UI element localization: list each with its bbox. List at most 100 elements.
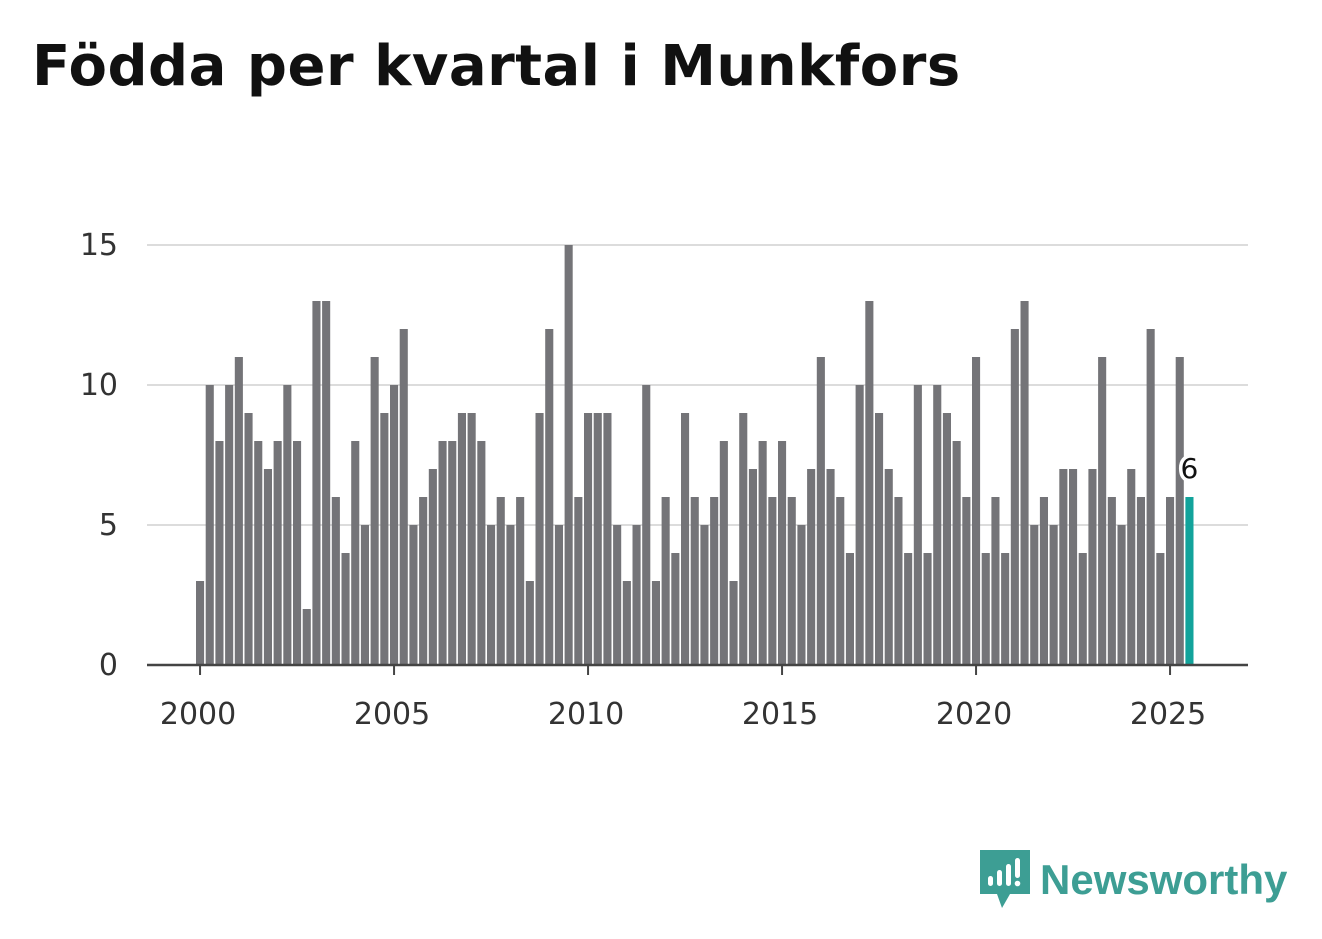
bar [263,469,272,665]
bar [457,413,466,665]
bar [845,553,854,665]
bar [467,413,476,665]
bar [351,441,360,665]
bar [506,525,515,665]
bar [778,441,787,665]
newsworthy-logo[interactable]: Newsworthy [980,850,1287,910]
bar [991,497,1000,665]
bar [1166,497,1175,665]
bar [419,497,428,665]
bar [661,497,670,665]
bar [380,413,389,665]
bar [399,329,408,665]
bar [1136,497,1145,665]
bar [215,441,224,665]
bar [894,497,903,665]
bar [972,357,981,665]
bar [273,441,282,665]
bar [622,581,631,665]
bar [651,581,660,665]
bar [875,413,884,665]
brand-name: Newsworthy [1040,856,1288,903]
bar [1010,329,1019,665]
newsworthy-logo-icon [980,850,1030,908]
bar [913,385,922,665]
bar [593,413,602,665]
bar [477,441,486,665]
labels: 6 [1177,449,1202,489]
bar [1156,553,1165,665]
bar [370,357,379,665]
bar [952,441,961,665]
bar [244,413,253,665]
bar [807,469,816,665]
bar [496,497,505,665]
bar [1030,525,1039,665]
bar [1020,301,1029,665]
bar [341,553,350,665]
bar [1175,357,1184,665]
x-tick-label: 2015 [742,697,818,732]
bar [700,525,709,665]
bar [225,385,234,665]
bar [283,385,292,665]
bar [632,525,641,665]
bar [923,553,932,665]
x-tick-label: 2025 [1130,697,1206,732]
bar [1127,469,1136,665]
x-tick-label: 2010 [548,697,624,732]
bar [1039,497,1048,665]
bar [293,441,302,665]
bar [564,245,573,665]
bar [719,441,728,665]
bar [525,581,534,665]
bar [545,329,554,665]
bar [360,525,369,665]
bar [884,469,893,665]
bar [331,497,340,665]
bar [710,497,719,665]
bar [234,357,243,665]
bar [1078,553,1087,665]
bar [826,469,835,665]
bar [1059,469,1068,665]
bar [642,385,651,665]
bar [302,609,311,665]
bar [729,581,738,665]
data-label-latest: 6 [1181,452,1199,485]
bar-highlight [1185,497,1194,665]
bar [681,413,690,665]
bar [1088,469,1097,665]
bar [865,301,874,665]
x-tick-label: 2005 [354,697,430,732]
bar [535,413,544,665]
bar [942,413,951,665]
bar [554,525,563,665]
bar [254,441,263,665]
bar [690,497,699,665]
bar [409,525,418,665]
bar [1001,553,1010,665]
bar [768,497,777,665]
bars [196,245,1194,665]
bar [574,497,583,665]
bar [1146,329,1155,665]
bar [438,441,447,665]
y-tick-label: 0 [99,648,118,683]
bar [748,469,757,665]
bar [981,553,990,665]
bar [933,385,942,665]
bar [1107,497,1116,665]
bar [816,357,825,665]
bar [797,525,806,665]
bar [312,301,321,665]
y-tick-label: 15 [80,228,118,263]
bar [196,581,205,665]
bar [855,385,864,665]
bar [428,469,437,665]
chart-title: Födda per kvartal i Munkfors [32,34,961,99]
bar [836,497,845,665]
bar [487,525,496,665]
bar [904,553,913,665]
bar [758,441,767,665]
